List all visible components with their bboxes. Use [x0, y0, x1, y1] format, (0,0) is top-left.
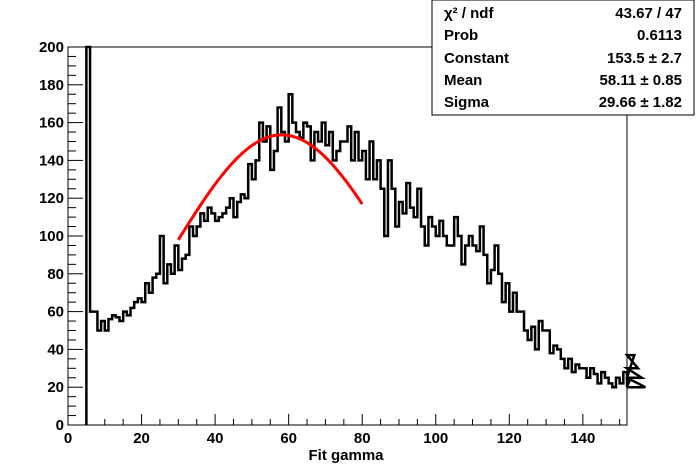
x-tick-label: 20 — [133, 430, 150, 447]
y-tick-label: 40 — [47, 341, 64, 358]
stats-value-chi2: 43.67 / 47 — [615, 5, 682, 22]
y-tick-label: 140 — [39, 152, 64, 169]
y-tick-label: 160 — [39, 115, 64, 132]
y-tick-label: 20 — [47, 379, 64, 396]
histogram-outline — [85, 45, 646, 425]
y-tick-label: 100 — [39, 228, 64, 245]
x-tick-label: 0 — [64, 430, 72, 447]
x-tick-label: 100 — [423, 430, 448, 447]
y-axis: 0 20 40 60 80 100 120 140 160 180 200 — [39, 39, 83, 434]
stats-value-prob: 0.6113 — [637, 27, 682, 44]
y-tick-label: 0 — [56, 417, 64, 434]
x-tick-label: 60 — [280, 430, 297, 447]
stats-label-mean: Mean — [444, 72, 482, 89]
x-tick-label: 80 — [354, 430, 371, 447]
x-tick-label: 120 — [497, 430, 522, 447]
gaussian-fit-curve — [177, 133, 364, 241]
stats-value-mean: 58.11 ± 0.85 — [600, 72, 682, 89]
x-axis: 0 20 40 60 80 100 120 140 — [64, 414, 621, 447]
x-tick-label: 140 — [570, 430, 595, 447]
histogram-layer — [85, 45, 646, 425]
stats-box-frame — [431, 0, 695, 116]
x-tick-label: 40 — [207, 430, 224, 447]
y-tick-label: 60 — [47, 304, 64, 321]
stats-label-constant: Constant — [444, 50, 509, 67]
stats-label-sigma: Sigma — [444, 94, 490, 111]
y-tick-label: 120 — [39, 190, 64, 207]
stats-value-constant: 153.5 ± 2.7 — [607, 50, 682, 67]
y-tick-label: 80 — [47, 266, 64, 283]
stats-label-prob: Prob — [444, 27, 478, 44]
y-tick-label: 200 — [39, 39, 64, 56]
stats-box: χ² / ndf 43.67 / 47 Prob 0.6113 Constant… — [431, 0, 695, 116]
stats-value-sigma: 29.66 ± 1.82 — [599, 94, 682, 111]
stats-label-chi2: χ² / ndf — [444, 5, 494, 22]
fit-layer — [177, 133, 364, 241]
y-tick-label: 180 — [39, 77, 64, 94]
x-axis-title: Fit gamma — [308, 447, 384, 464]
